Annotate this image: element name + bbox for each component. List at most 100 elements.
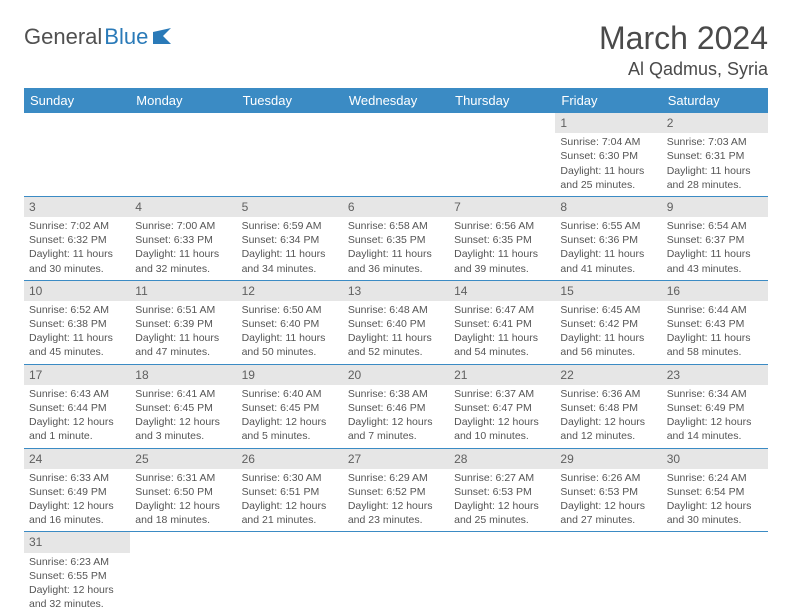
daylight-text: Daylight: 12 hours and 21 minutes. — [242, 499, 338, 527]
sunset-text: Sunset: 6:48 PM — [560, 401, 656, 415]
day-number: 21 — [449, 365, 555, 385]
sunset-text: Sunset: 6:41 PM — [454, 317, 550, 331]
calendar-cell: 18Sunrise: 6:41 AMSunset: 6:45 PMDayligh… — [130, 364, 236, 448]
day-content: Sunrise: 6:31 AMSunset: 6:50 PMDaylight:… — [130, 469, 236, 532]
day-content: Sunrise: 6:38 AMSunset: 6:46 PMDaylight:… — [343, 385, 449, 448]
calendar-body: 1Sunrise: 7:04 AMSunset: 6:30 PMDaylight… — [24, 113, 768, 615]
sunrise-text: Sunrise: 6:44 AM — [667, 303, 763, 317]
sunrise-text: Sunrise: 6:50 AM — [242, 303, 338, 317]
calendar-cell — [662, 532, 768, 615]
daylight-text: Daylight: 12 hours and 10 minutes. — [454, 415, 550, 443]
sunset-text: Sunset: 6:49 PM — [29, 485, 125, 499]
sunrise-text: Sunrise: 6:40 AM — [242, 387, 338, 401]
daylight-text: Daylight: 12 hours and 16 minutes. — [29, 499, 125, 527]
day-content: Sunrise: 7:04 AMSunset: 6:30 PMDaylight:… — [555, 133, 661, 196]
day-number: 25 — [130, 449, 236, 469]
calendar-cell: 7Sunrise: 6:56 AMSunset: 6:35 PMDaylight… — [449, 196, 555, 280]
sunrise-text: Sunrise: 6:56 AM — [454, 219, 550, 233]
calendar-row: 24Sunrise: 6:33 AMSunset: 6:49 PMDayligh… — [24, 448, 768, 532]
day-number: 2 — [662, 113, 768, 133]
sunset-text: Sunset: 6:47 PM — [454, 401, 550, 415]
sunrise-text: Sunrise: 7:02 AM — [29, 219, 125, 233]
daylight-text: Daylight: 12 hours and 3 minutes. — [135, 415, 231, 443]
sunrise-text: Sunrise: 6:51 AM — [135, 303, 231, 317]
day-number: 9 — [662, 197, 768, 217]
sunrise-text: Sunrise: 6:33 AM — [29, 471, 125, 485]
calendar-row: 17Sunrise: 6:43 AMSunset: 6:44 PMDayligh… — [24, 364, 768, 448]
calendar-cell: 23Sunrise: 6:34 AMSunset: 6:49 PMDayligh… — [662, 364, 768, 448]
calendar-cell: 8Sunrise: 6:55 AMSunset: 6:36 PMDaylight… — [555, 196, 661, 280]
calendar-row: 10Sunrise: 6:52 AMSunset: 6:38 PMDayligh… — [24, 280, 768, 364]
calendar-cell: 31Sunrise: 6:23 AMSunset: 6:55 PMDayligh… — [24, 532, 130, 615]
day-number: 15 — [555, 281, 661, 301]
day-number: 3 — [24, 197, 130, 217]
day-content: Sunrise: 6:27 AMSunset: 6:53 PMDaylight:… — [449, 469, 555, 532]
calendar-table: SundayMondayTuesdayWednesdayThursdayFrid… — [24, 88, 768, 615]
day-content: Sunrise: 6:55 AMSunset: 6:36 PMDaylight:… — [555, 217, 661, 280]
day-number: 5 — [237, 197, 343, 217]
day-number: 4 — [130, 197, 236, 217]
sunset-text: Sunset: 6:31 PM — [667, 149, 763, 163]
day-number: 26 — [237, 449, 343, 469]
day-number: 17 — [24, 365, 130, 385]
calendar-cell: 13Sunrise: 6:48 AMSunset: 6:40 PMDayligh… — [343, 280, 449, 364]
daylight-text: Daylight: 11 hours and 50 minutes. — [242, 331, 338, 359]
calendar-cell: 5Sunrise: 6:59 AMSunset: 6:34 PMDaylight… — [237, 196, 343, 280]
sunrise-text: Sunrise: 6:47 AM — [454, 303, 550, 317]
sunset-text: Sunset: 6:30 PM — [560, 149, 656, 163]
daylight-text: Daylight: 11 hours and 54 minutes. — [454, 331, 550, 359]
daylight-text: Daylight: 11 hours and 28 minutes. — [667, 164, 763, 192]
sunset-text: Sunset: 6:51 PM — [242, 485, 338, 499]
sunrise-text: Sunrise: 6:34 AM — [667, 387, 763, 401]
day-content: Sunrise: 6:26 AMSunset: 6:53 PMDaylight:… — [555, 469, 661, 532]
day-number: 1 — [555, 113, 661, 133]
daylight-text: Daylight: 12 hours and 32 minutes. — [29, 583, 125, 611]
day-number: 14 — [449, 281, 555, 301]
calendar-cell: 15Sunrise: 6:45 AMSunset: 6:42 PMDayligh… — [555, 280, 661, 364]
sunrise-text: Sunrise: 6:23 AM — [29, 555, 125, 569]
sunset-text: Sunset: 6:36 PM — [560, 233, 656, 247]
sunset-text: Sunset: 6:50 PM — [135, 485, 231, 499]
calendar-cell: 19Sunrise: 6:40 AMSunset: 6:45 PMDayligh… — [237, 364, 343, 448]
calendar-cell: 6Sunrise: 6:58 AMSunset: 6:35 PMDaylight… — [343, 196, 449, 280]
day-content: Sunrise: 6:41 AMSunset: 6:45 PMDaylight:… — [130, 385, 236, 448]
day-content: Sunrise: 6:48 AMSunset: 6:40 PMDaylight:… — [343, 301, 449, 364]
daylight-text: Daylight: 11 hours and 47 minutes. — [135, 331, 231, 359]
day-content: Sunrise: 7:03 AMSunset: 6:31 PMDaylight:… — [662, 133, 768, 196]
calendar-row: 31Sunrise: 6:23 AMSunset: 6:55 PMDayligh… — [24, 532, 768, 615]
sunset-text: Sunset: 6:45 PM — [135, 401, 231, 415]
calendar-row: 3Sunrise: 7:02 AMSunset: 6:32 PMDaylight… — [24, 196, 768, 280]
calendar-cell — [343, 113, 449, 196]
calendar-cell: 1Sunrise: 7:04 AMSunset: 6:30 PMDaylight… — [555, 113, 661, 196]
calendar-cell: 10Sunrise: 6:52 AMSunset: 6:38 PMDayligh… — [24, 280, 130, 364]
day-number: 27 — [343, 449, 449, 469]
sunset-text: Sunset: 6:46 PM — [348, 401, 444, 415]
day-number: 10 — [24, 281, 130, 301]
day-content: Sunrise: 6:54 AMSunset: 6:37 PMDaylight:… — [662, 217, 768, 280]
day-content: Sunrise: 6:59 AMSunset: 6:34 PMDaylight:… — [237, 217, 343, 280]
sunrise-text: Sunrise: 6:26 AM — [560, 471, 656, 485]
daylight-text: Daylight: 11 hours and 39 minutes. — [454, 247, 550, 275]
calendar-cell: 26Sunrise: 6:30 AMSunset: 6:51 PMDayligh… — [237, 448, 343, 532]
daylight-text: Daylight: 11 hours and 43 minutes. — [667, 247, 763, 275]
daylight-text: Daylight: 12 hours and 5 minutes. — [242, 415, 338, 443]
month-title: March 2024 — [599, 20, 768, 57]
flag-icon — [153, 24, 175, 50]
daylight-text: Daylight: 12 hours and 25 minutes. — [454, 499, 550, 527]
daylight-text: Daylight: 11 hours and 34 minutes. — [242, 247, 338, 275]
day-content: Sunrise: 6:45 AMSunset: 6:42 PMDaylight:… — [555, 301, 661, 364]
weekday-header: Friday — [555, 88, 661, 113]
sunset-text: Sunset: 6:42 PM — [560, 317, 656, 331]
day-number: 11 — [130, 281, 236, 301]
sunset-text: Sunset: 6:35 PM — [454, 233, 550, 247]
daylight-text: Daylight: 12 hours and 1 minute. — [29, 415, 125, 443]
day-content: Sunrise: 6:44 AMSunset: 6:43 PMDaylight:… — [662, 301, 768, 364]
day-content: Sunrise: 6:43 AMSunset: 6:44 PMDaylight:… — [24, 385, 130, 448]
calendar-cell — [449, 532, 555, 615]
weekday-header: Wednesday — [343, 88, 449, 113]
title-block: March 2024 Al Qadmus, Syria — [599, 20, 768, 80]
calendar-cell: 2Sunrise: 7:03 AMSunset: 6:31 PMDaylight… — [662, 113, 768, 196]
daylight-text: Daylight: 11 hours and 45 minutes. — [29, 331, 125, 359]
sunset-text: Sunset: 6:45 PM — [242, 401, 338, 415]
sunset-text: Sunset: 6:44 PM — [29, 401, 125, 415]
